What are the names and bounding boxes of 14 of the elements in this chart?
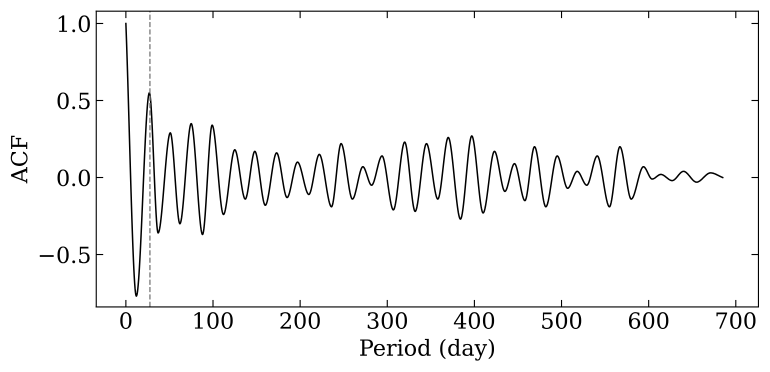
y-axis-title: ACF [10, 136, 28, 184]
y-tick-label: 0.5 [58, 92, 90, 110]
y-tick-label: −0.5 [40, 246, 90, 264]
x-tick-label: 700 [716, 312, 756, 329]
x-tick-label: 0 [120, 312, 132, 329]
x-tick-label: 600 [628, 312, 668, 329]
y-tick-label: 0.0 [58, 169, 90, 186]
x-tick-label: 100 [194, 312, 233, 329]
x-tick-label: 300 [368, 312, 407, 329]
x-tick-label: 500 [542, 312, 582, 329]
x-tick-label: 200 [280, 312, 320, 329]
x-axis-title: Period (day) [360, 338, 494, 361]
y-tick-label: 1.0 [58, 15, 90, 32]
x-tick-label: 400 [454, 312, 494, 329]
